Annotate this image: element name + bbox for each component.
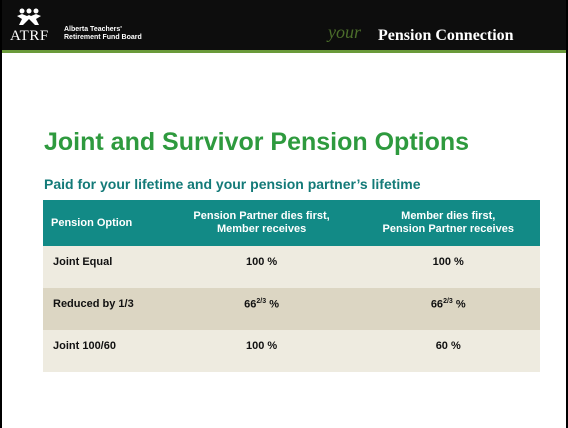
cell-unit: % — [266, 298, 279, 311]
logo-icon — [17, 8, 41, 25]
cell-fraction: 2/3 — [256, 298, 267, 305]
column-header: Pension Option — [43, 200, 167, 246]
table-cell: 662/3 % — [356, 288, 540, 330]
table-cell: 100 % — [166, 330, 357, 372]
cell-fraction: 2/3 — [443, 298, 453, 305]
brand-title: Pension Connection — [378, 27, 514, 44]
table-cell: Joint 100/60 — [43, 330, 167, 372]
table-cell: Joint Equal — [43, 246, 167, 288]
cell-number: 66 — [244, 298, 257, 311]
table-row: Reduced by 1/3 662/3 % 662/3 % — [43, 288, 540, 330]
table-cell: Reduced by 1/3 — [43, 288, 167, 330]
table-cell: 100 % — [356, 246, 540, 288]
header-rule — [2, 50, 566, 53]
logo-text: ATRF — [10, 28, 49, 44]
cell-unit: % — [452, 298, 466, 311]
slide-title: Joint and Survivor Pension Options — [44, 128, 470, 156]
cell-number: 66 — [430, 298, 444, 311]
table-cell: 60 % — [356, 330, 540, 372]
table-cell: 100 % — [166, 246, 357, 288]
column-header: Pension Partner dies first, Member recei… — [166, 200, 357, 246]
logo-subtitle: Alberta Teachers' Retirement Fund Board — [64, 26, 142, 41]
header-bar: ATRF Alberta Teachers' Retirement Fund B… — [2, 0, 566, 50]
slide-subtitle: Paid for your lifetime and your pension … — [44, 176, 421, 192]
table-row: Joint 100/60 100 % 60 % — [43, 330, 540, 372]
table-cell: 662/3 % — [166, 288, 357, 330]
table-row: Joint Equal 100 % 100 % — [43, 246, 540, 288]
options-table: Pension Option Pension Partner dies first… — [43, 200, 540, 372]
brand-script: your — [328, 22, 361, 42]
table-header: Pension Option Pension Partner dies first… — [43, 200, 540, 246]
column-header: Member dies first, Pension Partner recei… — [356, 200, 540, 246]
